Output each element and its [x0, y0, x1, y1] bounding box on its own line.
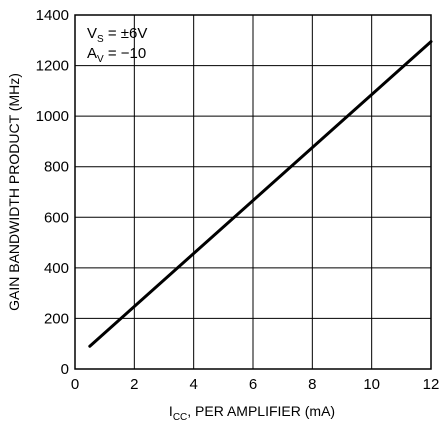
y-tick-label: 1400	[36, 7, 69, 24]
y-tick-label: 800	[44, 159, 69, 176]
y-tick-labels: 0 200 400 600 800 1000 1200 1400	[36, 7, 69, 378]
annotation-supply-voltage: VS = ±6V	[87, 25, 147, 45]
y-axis-title: GAIN BANDWIDTH PRODUCT (MHz)	[6, 73, 22, 311]
x-axis-title-sub: CC	[173, 412, 187, 421]
y-tick-label: 200	[44, 310, 69, 327]
annotation-vs-rest: = ±6V	[104, 25, 148, 42]
series-line	[88, 40, 433, 348]
y-tick-label: 600	[44, 209, 69, 226]
y-tick-label: 400	[44, 260, 69, 277]
x-tick-label: 10	[363, 376, 380, 393]
x-tick-label: 4	[189, 376, 197, 393]
y-tick-label: 1200	[36, 58, 69, 75]
annotation-vs-main: V	[87, 25, 97, 42]
x-axis-title-main: I	[169, 403, 173, 419]
annotation-av-rest: = −10	[104, 45, 147, 62]
annotation-vs-sub: S	[97, 34, 104, 45]
x-axis-title-rest: , PER AMPLIFIER (mA)	[187, 403, 335, 419]
plot-frame	[74, 14, 432, 370]
annotation-av-main: A	[87, 45, 97, 62]
x-tick-label: 8	[308, 376, 316, 393]
x-tick-label: 6	[249, 376, 257, 393]
x-tick-label: 0	[71, 376, 79, 393]
x-tick-label: 2	[130, 376, 138, 393]
annotation-av-sub: V	[97, 54, 104, 65]
y-tick-label: 1000	[36, 108, 69, 125]
x-tick-label: 12	[423, 376, 440, 393]
y-tick-label: 0	[61, 361, 69, 378]
grid-lines	[74, 14, 432, 370]
x-tick-labels: 0 2 4 6 8 10 12	[71, 376, 440, 393]
x-axis-title: ICC, PER AMPLIFIER (mA)	[169, 403, 335, 421]
annotation-gain: AV = −10	[87, 45, 146, 65]
